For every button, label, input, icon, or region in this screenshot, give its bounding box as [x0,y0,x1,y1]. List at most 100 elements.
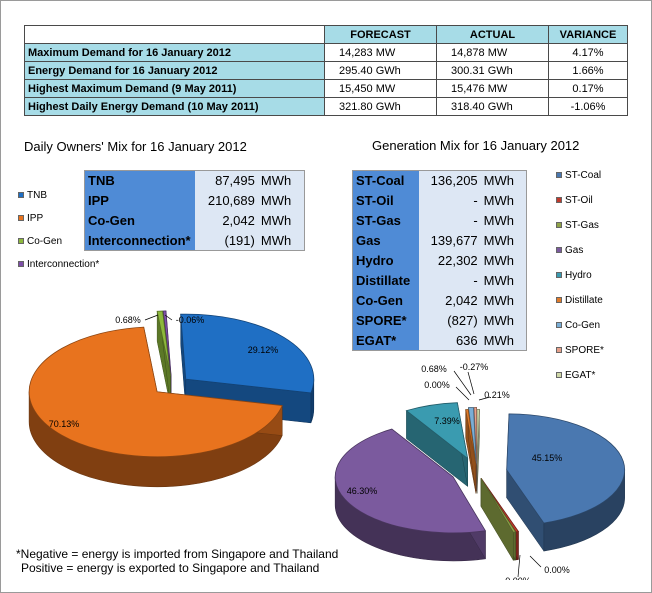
summary-variance: -1.06% [548,97,628,116]
summary-actual: 300.31 GWh [436,61,549,80]
mix-value: 22,302 [418,250,484,271]
mix-value: 136,205 [418,170,484,191]
mix-name: ST-Gas [352,210,419,231]
legend-item-interconnection: Interconnection* [18,259,99,270]
mix-unit: MWh [483,250,527,271]
legend-swatch [18,215,24,222]
legend-item-st-gas: ST-Gas [556,220,599,231]
summary-row: Highest Maximum Demand (9 May 2011) 15,4… [24,79,628,98]
mix-name: Distillate [352,270,419,291]
legend-swatch [556,272,562,279]
mix-row: SPORE* (827) MWh [352,310,527,331]
mix-name: ST-Coal [352,170,419,191]
mix-row: Hydro 22,302 MWh [352,250,527,271]
legend-swatch [556,372,562,379]
legend-label: SPORE* [565,345,604,356]
generation-mix-table: ST-Coal 136,205 MWh ST-Oil - MWh ST-Gas - MWh … [352,170,527,351]
pie-label: 0.68% [421,364,447,374]
legend-item-distillate: Distillate [556,295,603,306]
mix-value: 139,677 [418,230,484,251]
mix-name: Interconnection* [84,230,195,251]
legend-item-st-coal: ST-Coal [556,170,601,181]
summary-header-forecast: FORECAST [324,25,437,44]
mix-row: Co-Gen 2,042 MWh [352,290,527,311]
summary-forecast: 15,450 MW [324,79,437,98]
summary-header-variance: VARIANCE [548,25,628,44]
legend-swatch [556,222,562,229]
mix-unit: MWh [483,170,527,191]
legend-item-cogen: Co-Gen [556,320,600,331]
summary-header-row: FORECAST ACTUAL VARIANCE [24,25,628,44]
pie-label: 0.00% [424,380,450,390]
pie-leader-line [529,555,542,568]
mix-unit: MWh [483,310,527,331]
summary-forecast: 14,283 MW [324,43,437,62]
owners-mix-title: Daily Owners' Mix for 16 January 2012 [24,139,247,154]
summary-variance: 1.66% [548,61,628,80]
legend-item-gas: Gas [556,245,583,256]
legend-label: EGAT* [565,370,596,381]
pie-label: 0.21% [484,390,510,400]
mix-name: Co-Gen [352,290,419,311]
summary-actual: 14,878 MW [436,43,549,62]
pie-label: 46.30% [347,486,378,496]
mix-row: ST-Gas - MWh [352,210,527,231]
owners-mix-table: TNB 87,495 MWh IPP 210,689 MWh Co-Gen 2,042 MW… [84,170,305,251]
mix-value: 87,495 [194,170,261,191]
pie-leader-line [478,396,491,401]
pie-label: 0.68% [115,315,141,325]
summary-row-label: Maximum Demand for 16 January 2012 [24,43,325,62]
pie-slice-egat- [476,408,480,494]
generation-mix-title: Generation Mix for 16 January 2012 [372,138,580,153]
pie-label: 7.39% [434,416,460,426]
pie-slice-st-coal [506,413,625,552]
legend-swatch [556,347,562,354]
mix-row: EGAT* 636 MWh [352,330,527,351]
summary-variance: 0.17% [548,79,628,98]
mix-value: - [418,210,484,231]
legend-swatch [556,247,562,254]
pie-label: 0.00% [544,565,570,575]
pie-label: 70.13% [49,419,80,429]
legend-swatch [18,192,24,199]
pie-slice-co-gen [156,310,171,406]
mix-name: TNB [84,170,195,191]
mix-unit: MWh [260,230,305,251]
legend-label: IPP [27,213,44,224]
legend-swatch [556,297,562,304]
summary-header-actual: ACTUAL [436,25,549,44]
legend-swatch [18,261,24,268]
pie-label: 29.12% [248,345,279,355]
summary-row-label: Highest Daily Energy Demand (10 May 2011… [24,97,325,116]
pie-leader-line [517,554,521,578]
summary-row-label: Highest Maximum Demand (9 May 2011) [24,79,325,98]
legend-label: ST-Coal [565,170,602,181]
mix-unit: MWh [483,330,527,351]
pie-label: 45.15% [532,453,563,463]
pie-leader-line [164,314,173,321]
pie-leader-line [455,386,470,401]
mix-row: TNB 87,495 MWh [84,170,305,191]
mix-name: IPP [84,190,195,211]
owners-pie-chart: 29.12% 70.13% 0.68% -0.06% [28,310,315,488]
legend-label: Co-Gen [27,236,63,247]
legend-label: TNB [27,190,47,201]
legend-label: Interconnection* [27,259,100,270]
legend-item-spore: SPORE* [556,345,604,356]
mix-row: ST-Oil - MWh [352,190,527,211]
pie-slice-gas [334,428,487,562]
summary-forecast: 321.80 GWh [324,97,437,116]
legend-label: Gas [565,245,584,256]
legend-swatch [556,197,562,204]
legend-label: Distillate [565,295,603,306]
summary-variance: 4.17% [548,43,628,62]
mix-unit: MWh [260,170,305,191]
pie-slice-st-gas [480,477,517,562]
mix-value: 210,689 [194,190,261,211]
pie-leader-line [453,370,472,396]
demand-summary-table: FORECAST ACTUAL VARIANCE Maximum Demand … [24,25,628,116]
legend-swatch [556,172,562,179]
legend-item-hydro: Hydro [556,270,592,281]
mix-unit: MWh [483,210,527,231]
mix-row: Co-Gen 2,042 MWh [84,210,305,231]
